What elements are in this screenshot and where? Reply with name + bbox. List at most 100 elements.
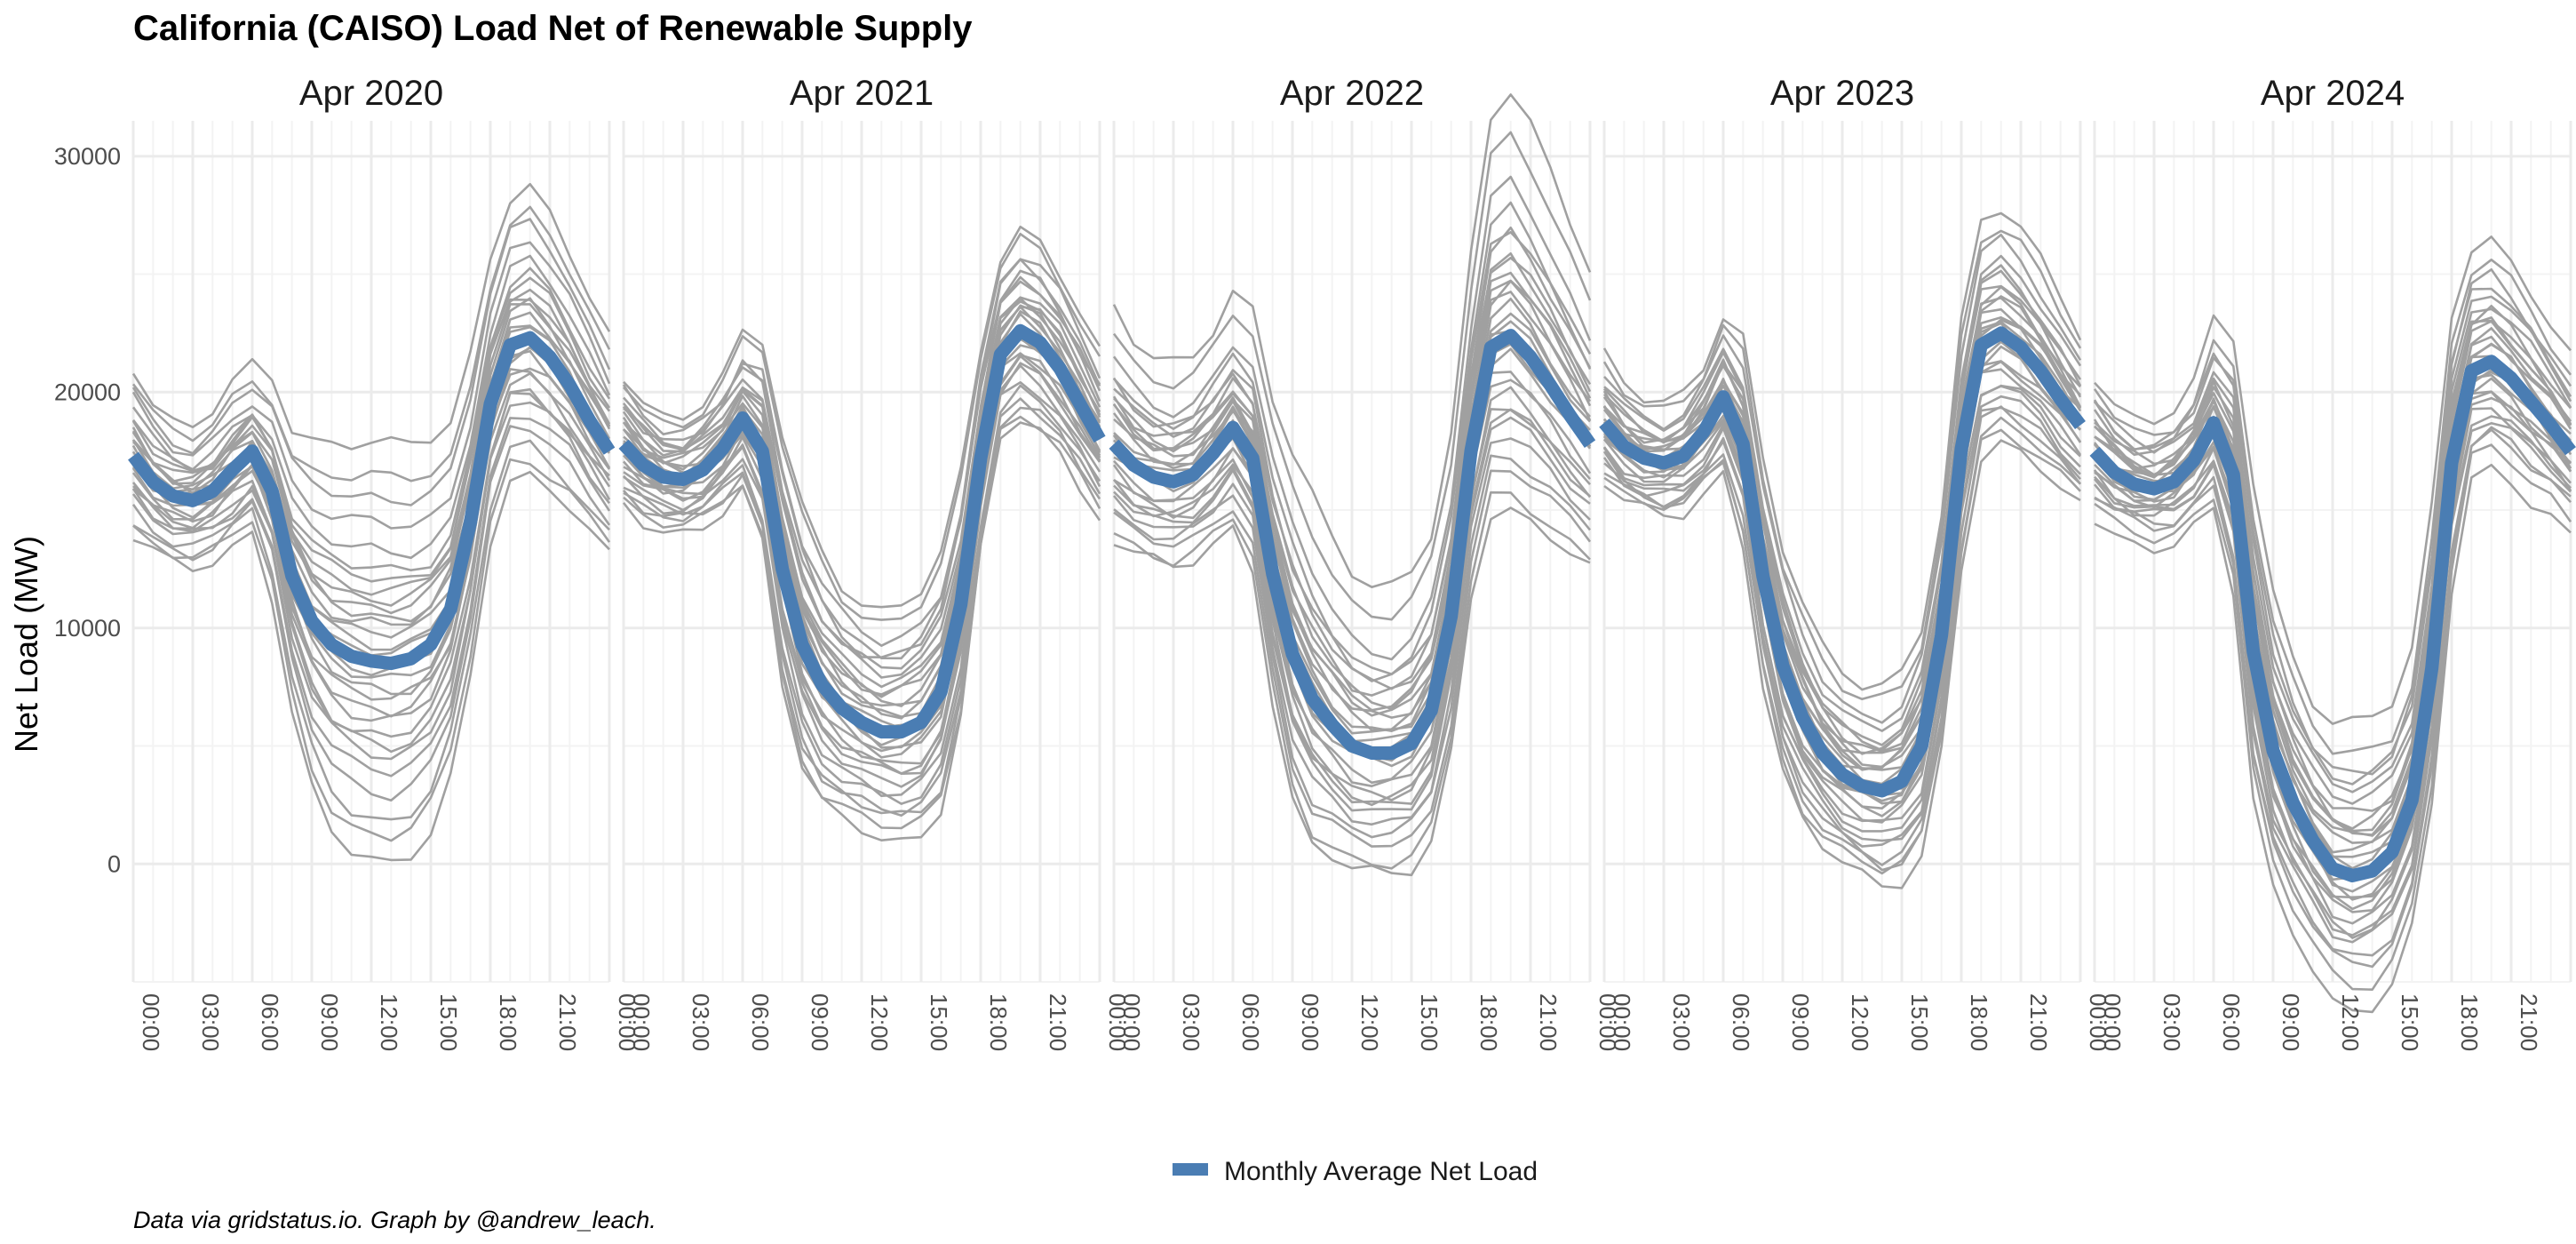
daily-load-line [2094,235,2572,725]
x-tick-label: 00:00 [138,993,164,1051]
x-tick-label: 00:00 [614,993,640,1051]
daily-load-line [131,425,611,802]
daily-load-line [2094,316,2572,833]
x-tick-label: 09:00 [1297,993,1324,1051]
daily-load-line [1602,229,2082,701]
daily-load-line [623,355,1101,775]
daily-load-line [132,387,611,738]
daily-load-line [623,225,1101,609]
daily-load-line [1603,428,2081,875]
x-tick-label: 09:00 [1787,993,1814,1051]
daily-load-line [1602,406,2081,848]
x-tick-label: 15:00 [926,993,952,1051]
y-tick-label: 30000 [54,143,121,170]
daily-load-line [1603,254,2082,732]
panel-label: Apr 2022 [1280,74,1424,113]
daily-load-line [2093,396,2572,925]
x-tick-label: 21:00 [1535,993,1562,1051]
x-tick-label: 21:00 [554,993,581,1051]
daily-load-line [1112,437,1591,826]
daily-load-line [1602,211,2082,691]
x-tick-label: 18:00 [495,993,521,1051]
x-tick-label: 15:00 [2397,993,2423,1051]
chart-title: California (CAISO) Load Net of Renewable… [133,9,973,48]
daily-load-line [623,384,1101,805]
x-tick-label: 12:00 [376,993,402,1051]
daily-load-line [131,205,611,482]
daily-load-line [131,298,611,607]
daily-load-line [623,232,1101,621]
daily-load-line [2094,407,2572,939]
x-tick-label: 03:00 [1668,993,1695,1051]
x-tick-label: 00:00 [2085,993,2111,1051]
monthly-average-line [1109,329,1596,760]
daily-load-line [1112,256,1592,697]
panel-1: Apr 2020 00:00 03:00 06:00 09:00 12:00 15:00 18… [128,74,640,1051]
x-tick-label: 18:00 [985,993,1012,1051]
x-tick-label: 15:00 [1906,993,1933,1051]
daily-load-line [1112,291,1592,732]
x-tick-label: 03:00 [1178,993,1205,1051]
daily-load-line [623,415,1101,830]
daily-load-line [1112,279,1592,717]
daily-load-line [2094,428,2572,969]
x-tick-label: 09:00 [807,993,833,1051]
daily-load-line [131,367,611,701]
x-tick-label: 06:00 [747,993,774,1051]
daily-load-line [131,267,611,572]
daily-load-line [622,299,1101,698]
x-tick-label: 03:00 [197,993,224,1051]
daily-load-line [2093,421,2572,944]
monthly-average-line [128,331,616,671]
daily-load-line [1113,201,1592,676]
x-tick-label: 18:00 [1475,993,1502,1051]
daily-load-line [131,218,611,506]
x-tick-label: 18:00 [1966,993,1992,1051]
daily-load-line [622,296,1101,689]
x-tick-label: 03:00 [688,993,714,1051]
daily-load-line [1113,386,1591,801]
daily-load-line [1113,312,1591,735]
y-axis-label: Net Load (MW) [8,536,44,753]
x-tick-label: 12:00 [1356,993,1383,1051]
daily-load-line [1113,416,1591,812]
x-tick-label: 21:00 [1045,993,1071,1051]
panel-label: Apr 2023 [1770,74,1914,113]
daily-load-line [2094,463,2572,1014]
daily-load-line [1112,131,1592,621]
panel-4: Apr 2023 00:00 03:00 06:00 09:00 12:00 15:00 18… [1599,74,2111,1051]
daily-load-line [622,269,1101,659]
x-tick-label: 21:00 [2025,993,2052,1051]
daily-load-line [623,406,1101,815]
x-tick-label: 03:00 [2159,993,2185,1051]
legend-key-average [1173,1163,1208,1176]
daily-load-line [132,439,610,821]
daily-load-line [131,417,611,778]
daily-load-line [132,458,611,842]
daily-load-line [2093,415,2572,937]
daily-load-line [132,371,610,722]
daily-load-line [2093,295,2572,793]
panel-label: Apr 2021 [790,74,934,113]
daily-load-line [623,258,1101,660]
x-tick-label: 12:00 [2337,993,2364,1051]
x-tick-label: 06:00 [1728,993,1754,1051]
daily-load-line [1603,233,2082,724]
x-tick-label: 00:00 [1118,993,1145,1051]
daily-load-line [1603,264,2082,746]
daily-load-line [2093,307,2572,805]
y-tick-label: 20000 [54,379,121,405]
x-tick-label: 12:00 [866,993,893,1051]
daily-load-line [2094,443,2572,991]
daily-load-line [132,311,611,626]
x-tick-label: 15:00 [435,993,462,1051]
daily-load-line [132,470,610,862]
panel-3: Apr 2022 00:00 03:00 06:00 09:00 12:00 15:00 18… [1109,74,1621,1051]
y-tick-label: 10000 [54,615,121,642]
daily-load-line [1112,379,1591,788]
daily-load-line [623,364,1101,788]
daily-load-line [2094,377,2572,899]
daily-load-line [1602,296,2082,769]
x-tick-label: 00:00 [1609,993,1635,1051]
